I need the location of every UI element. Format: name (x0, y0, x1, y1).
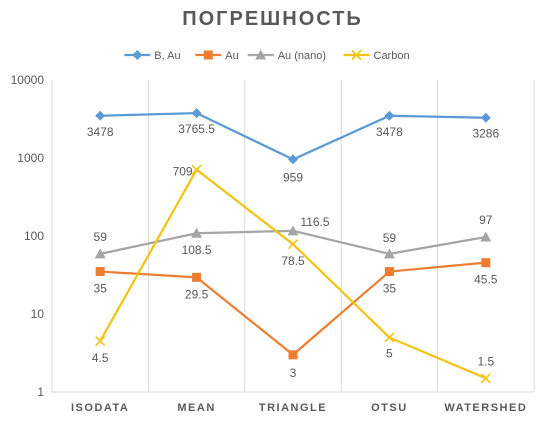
x-tick-label: ISODATA (71, 402, 129, 414)
data-point (95, 335, 106, 347)
y-tick-label: 1000 (17, 151, 44, 165)
x-tick-label: WATERSHED (444, 402, 527, 414)
data-point (480, 112, 491, 123)
series-line (100, 111, 486, 161)
data-point (384, 332, 395, 343)
data-point (191, 227, 203, 238)
data-point (351, 49, 362, 61)
data-point (384, 110, 395, 121)
data-point (383, 248, 395, 259)
data-point (191, 164, 202, 175)
data-label: 3765.5 (178, 122, 215, 136)
data-point (94, 248, 106, 259)
legend-label: B, Au (154, 50, 180, 62)
legend-label: Au (nano) (278, 50, 326, 62)
data-label: 709 (173, 165, 193, 179)
data-point (288, 154, 298, 165)
data-label: 108.5 (182, 243, 212, 257)
data-label: 29.5 (185, 287, 209, 301)
data-label: 4.5 (92, 351, 109, 365)
data-label: 78.5 (281, 254, 305, 268)
data-point (203, 50, 213, 60)
x-tick-label: MEAN (177, 402, 215, 414)
data-label: 45.5 (474, 273, 498, 287)
data-point (191, 108, 202, 119)
y-tick-label: 10 (31, 307, 45, 321)
data-label: 3478 (87, 125, 114, 139)
data-point (384, 267, 394, 277)
chart-title: ПОГРЕШНОСТЬ (182, 8, 363, 30)
x-tick-label: OTSU (371, 402, 408, 414)
y-tick-label: 1 (37, 385, 44, 399)
data-label: 97 (479, 213, 493, 227)
data-label: 3 (290, 366, 297, 380)
x-tick-label: TRIANGLE (259, 402, 327, 414)
data-point (95, 267, 105, 277)
data-label: 3478 (376, 125, 403, 139)
data-label: 59 (383, 231, 397, 245)
data-point (287, 239, 299, 250)
data-point (480, 373, 491, 384)
data-label: 5 (386, 346, 393, 360)
data-point (255, 49, 267, 60)
legend-label: Carbon (374, 50, 410, 62)
data-label: 3286 (472, 127, 499, 141)
data-label: 116.5 (300, 215, 329, 229)
data-point (132, 50, 143, 60)
y-tick-label: 10000 (11, 73, 45, 87)
data-point (288, 350, 298, 360)
data-label: 35 (383, 282, 397, 296)
data-label: 59 (94, 230, 108, 244)
data-point (192, 272, 202, 282)
data-point (481, 258, 491, 268)
data-point (287, 225, 299, 236)
data-point (480, 231, 492, 242)
legend-label: Au (225, 50, 238, 62)
series-line (100, 261, 486, 356)
data-label: 35 (94, 282, 108, 296)
data-point (95, 110, 106, 121)
data-label: 1.5 (477, 354, 494, 368)
y-tick-label: 100 (24, 229, 44, 243)
data-label: 959 (283, 170, 303, 184)
